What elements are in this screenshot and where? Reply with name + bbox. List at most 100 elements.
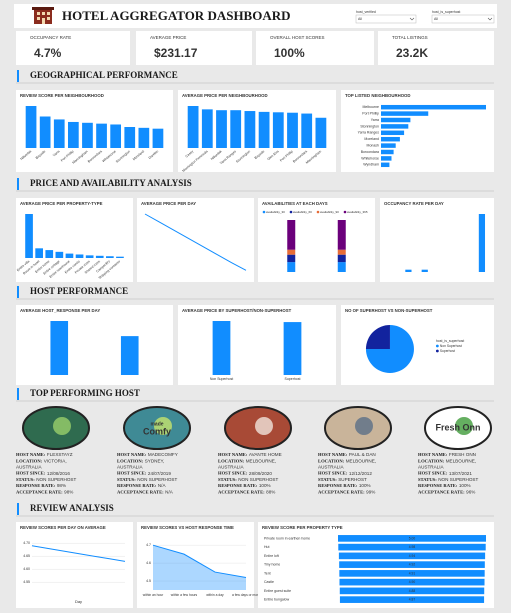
dropdown-chevron xyxy=(487,17,493,21)
host-field-value: 88% xyxy=(266,489,275,494)
card xyxy=(341,90,494,172)
host-field-label: ACCEPTANCE RATE: xyxy=(16,489,63,494)
legend-label: Superhost xyxy=(440,349,455,353)
y-tick-label: 4.7 xyxy=(146,543,151,547)
host-field-value: MELBOURNE, xyxy=(446,458,476,463)
bar xyxy=(287,112,298,148)
card xyxy=(16,305,173,385)
host-field-label: HOST NAME: xyxy=(418,452,448,457)
host-field-label: RESPONSE RATE: xyxy=(318,483,358,488)
legend-title: host_is_superhost xyxy=(436,339,464,343)
filter-label: host_verified xyxy=(356,10,376,14)
host-field-value: 100% xyxy=(459,483,471,488)
y-tick-label: 4.55 xyxy=(23,580,30,584)
host-field-value: MELBOURNE, xyxy=(346,458,376,463)
host-field-label: LOCATION: xyxy=(16,458,43,463)
section-title: REVIEW ANALYSIS xyxy=(30,503,114,513)
bar xyxy=(75,254,84,258)
x-tick-label: within an hour xyxy=(143,593,164,597)
y-tick-label: Moreland xyxy=(364,137,379,141)
host-field-value: 24/07/2019 xyxy=(148,471,171,476)
host-field-value: N/A xyxy=(158,483,167,488)
y-tick-label: 4.70 xyxy=(23,541,30,545)
x-tick-label: within a few hours xyxy=(171,593,198,597)
chart-title: AVERAGE PRICE BY SUPERHOST/NON-SUPERHOST xyxy=(182,308,292,313)
host-field-label: HOST SINCE: xyxy=(117,471,147,476)
bar xyxy=(258,111,270,148)
legend-label: availability_60 xyxy=(293,210,312,214)
bar-segment xyxy=(287,220,296,250)
bar xyxy=(381,117,411,123)
funnel-bar xyxy=(339,570,485,577)
card xyxy=(378,31,494,65)
host-field-value: 13/07/2021 xyxy=(449,471,472,476)
bar xyxy=(50,321,69,375)
data-label: 4.94 xyxy=(409,554,416,558)
funnel-bar xyxy=(339,596,485,603)
bar xyxy=(124,127,136,148)
area xyxy=(153,545,246,590)
bar xyxy=(106,256,114,258)
host-field-value: FLEXSTAYZ xyxy=(47,452,73,457)
host-field-value: NON SUPERHOST xyxy=(137,477,177,482)
host-field-label: RESPONSE RATE: xyxy=(16,483,56,488)
kpi-value: 4.7% xyxy=(34,46,62,60)
host-field-value: 12/12/2012 xyxy=(349,471,372,476)
host-field-value: SUPERHOST xyxy=(338,477,367,482)
bar xyxy=(152,128,164,148)
host-field-value: AUSTRALIA xyxy=(117,465,143,470)
section-marker xyxy=(17,388,19,400)
kpi-value: 23.2K xyxy=(396,46,428,60)
section-title: HOST PERFORMANCE xyxy=(30,286,128,296)
bar-segment xyxy=(337,254,346,263)
host-field-label: HOST NAME: xyxy=(117,452,147,457)
dropdown-chevron xyxy=(409,17,415,21)
y-tick-label: 4.6 xyxy=(146,561,151,565)
chart-title: REVIEW SCORES VS HOST RESPONSE TIME xyxy=(141,525,234,530)
section-marker xyxy=(17,503,19,515)
host-photo-detail xyxy=(355,417,373,435)
y-tick-label: Castle xyxy=(264,580,274,584)
filter-value: All xyxy=(358,17,362,21)
host-field-value: VICTORIA, xyxy=(44,458,67,463)
legend-swatch xyxy=(316,210,320,214)
host-field-value: AUSTRALIA xyxy=(418,465,444,470)
bar xyxy=(39,116,51,148)
legend-swatch xyxy=(262,210,266,214)
legend-swatch xyxy=(343,210,347,214)
bar xyxy=(244,111,256,148)
bar xyxy=(381,136,400,142)
host-logo-text: Comfy xyxy=(143,426,171,436)
host-field-value: AUSTRALIA xyxy=(218,465,244,470)
bar xyxy=(478,214,486,272)
y-tick-label: Monash xyxy=(367,144,380,148)
bar xyxy=(315,117,327,148)
bar xyxy=(35,248,43,258)
filter-dropdown[interactable] xyxy=(355,14,417,24)
filter-value: All xyxy=(434,17,438,21)
bar xyxy=(212,321,231,375)
card xyxy=(256,31,374,65)
filter-dropdown[interactable] xyxy=(431,14,495,24)
legend-swatch xyxy=(435,349,439,353)
host-field-label: HOST SINCE: xyxy=(418,471,448,476)
host-field-value: NON SUPERHOST xyxy=(36,477,76,482)
x-tick-label: within a day xyxy=(206,593,224,597)
y-tick-label: Melbourne xyxy=(362,105,379,109)
host-field-value: 28/09/2020 xyxy=(249,471,272,476)
x-tick-label: Nillumbik xyxy=(210,149,223,161)
bar xyxy=(381,149,394,155)
host-photo-detail xyxy=(154,417,172,435)
bar xyxy=(216,110,227,148)
host-field-value: MELBOURNE, xyxy=(246,458,276,463)
kpi-value: $231.17 xyxy=(154,46,198,60)
host-field-label: RESPONSE RATE: xyxy=(418,483,458,488)
card xyxy=(136,31,252,65)
bar xyxy=(138,127,150,148)
legend-label: availability_90 xyxy=(320,210,339,214)
host-field-label: LOCATION: xyxy=(117,458,144,463)
section-marker xyxy=(17,70,19,82)
card xyxy=(16,522,133,608)
bar xyxy=(381,156,392,161)
